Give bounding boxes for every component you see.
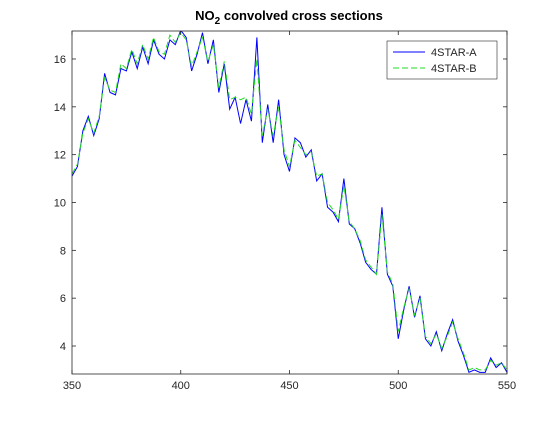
- legend-label: 4STAR-A: [431, 47, 477, 59]
- x-tick-label: 450: [280, 380, 298, 392]
- legend-label: 4STAR-B: [431, 63, 477, 75]
- y-tick-label: 4: [60, 341, 66, 353]
- lines: [72, 31, 507, 374]
- title-rest: convolved cross sections: [220, 8, 383, 23]
- title-main: NO: [195, 8, 215, 23]
- x-tick-label: 350: [63, 380, 81, 392]
- y-tick-label: 8: [60, 245, 66, 257]
- y-tick-label: 14: [54, 102, 66, 114]
- title-subscript: 2: [215, 16, 221, 27]
- legend-box: [386, 40, 498, 80]
- series-line: [72, 31, 507, 371]
- y-tick-label: 10: [54, 198, 66, 210]
- x-tick-label: 550: [498, 380, 516, 392]
- x-tick-label: 500: [389, 380, 407, 392]
- y-tick-label: 6: [60, 293, 66, 305]
- y-tick-label: 16: [54, 54, 66, 66]
- plot-area: [72, 31, 507, 374]
- chart-title: NO2 convolved cross sections: [195, 8, 383, 27]
- x-tick-label: 400: [172, 380, 190, 392]
- y-tick-label: 12: [54, 150, 66, 162]
